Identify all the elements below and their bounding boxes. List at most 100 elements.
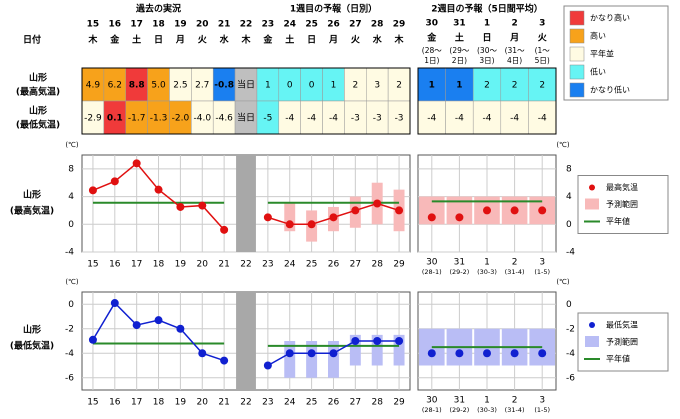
cell-text: -4	[483, 114, 492, 124]
weekday: 月	[509, 33, 519, 44]
day: 23	[262, 20, 275, 30]
weekday: 金	[109, 34, 120, 46]
cell-text: -4	[427, 114, 436, 124]
x-tick-label: 20	[197, 260, 209, 270]
row-label: 山形	[29, 105, 47, 117]
x-tick-label: 31	[454, 396, 465, 406]
legend-label: 低い	[590, 67, 606, 77]
point	[263, 213, 272, 222]
cell-text: 2	[352, 81, 358, 91]
x-tick-label: 29	[393, 260, 405, 270]
x-sub-label: (31-4)	[505, 406, 525, 414]
point	[483, 349, 491, 358]
cell-text: -2.0	[172, 114, 190, 124]
range-label: (1〜	[535, 46, 551, 55]
x-tick-label: 27	[350, 398, 361, 408]
cell-text: 8.8	[129, 81, 145, 91]
day: 16	[109, 20, 122, 30]
range-bar	[306, 341, 318, 378]
row-label: 山形	[29, 72, 47, 84]
point	[373, 337, 382, 345]
point	[510, 349, 519, 358]
legend-swatch	[569, 82, 585, 98]
weekday: 水	[373, 34, 383, 46]
chart-label: 山形	[23, 324, 41, 336]
legend-marker	[589, 322, 595, 328]
legend-label: 平年並	[590, 49, 614, 59]
weekday: 火	[351, 35, 361, 46]
legend-marker	[585, 198, 599, 210]
cell	[417, 100, 446, 135]
point	[538, 349, 547, 358]
cell-text: -4	[329, 114, 338, 124]
range-bar	[393, 334, 405, 366]
table-border	[81, 67, 411, 135]
cell-text: 2	[396, 81, 402, 91]
x-tick-label: 18	[153, 398, 165, 408]
point	[329, 349, 338, 358]
weekday: 木	[394, 34, 405, 46]
cell-text: -4	[455, 114, 464, 124]
table-border	[417, 67, 557, 135]
point	[510, 206, 519, 215]
day: 17	[130, 20, 143, 30]
x-sub-label: (29-2)	[449, 406, 469, 414]
day: 21	[218, 20, 231, 30]
legend-label: 高い	[590, 31, 606, 41]
weekday: 木	[240, 34, 251, 46]
x-tick-label: 20	[197, 398, 209, 408]
day: 18	[152, 20, 165, 30]
weekday: 日	[307, 35, 316, 46]
point	[198, 201, 207, 210]
cell-text: 1	[265, 81, 271, 91]
legend-marker	[585, 336, 599, 347]
y-tick-label: 4	[68, 192, 74, 202]
x-tick-label: 22	[240, 260, 251, 270]
point	[132, 321, 141, 330]
legend-swatch	[569, 64, 585, 80]
day: 20	[196, 20, 209, 30]
x-tick-label: 17	[131, 260, 142, 270]
point	[198, 349, 207, 358]
point	[351, 206, 360, 215]
point	[263, 361, 272, 370]
y-tick-label: 4	[566, 192, 572, 202]
range-bar	[349, 334, 361, 366]
weekday: 火	[538, 33, 548, 44]
legend-label: 予測範囲	[606, 337, 638, 347]
cell	[445, 67, 474, 102]
x-tick-label: 29	[393, 398, 405, 408]
point	[455, 349, 464, 358]
weekday: 木	[87, 34, 98, 46]
range-bar	[284, 341, 296, 378]
day: 30	[426, 19, 439, 29]
cell-text: -3	[395, 114, 404, 124]
x-tick-label: 28	[371, 398, 383, 408]
weekday: 火	[198, 35, 208, 46]
y-tick-label: -2	[65, 324, 74, 334]
legend-swatch	[569, 46, 585, 62]
header: 1週目の予報（日別）	[290, 3, 377, 15]
cell-text: 当日	[237, 79, 255, 91]
range-label: (29〜	[449, 46, 469, 55]
y-tick-label: -4	[566, 248, 575, 258]
range-label: 2日)	[452, 56, 467, 65]
point	[455, 213, 464, 222]
x-tick-label: 2	[512, 258, 518, 268]
y-tick-label: -2	[566, 324, 575, 334]
point	[88, 186, 97, 195]
x-tick-label: 24	[284, 260, 296, 270]
weekday: 金	[262, 34, 273, 46]
cell-text: 6.2	[108, 81, 122, 91]
y-tick-label: 0	[68, 220, 74, 230]
legend-label: 最高気温	[606, 182, 638, 192]
cell-text: -2.9	[84, 114, 102, 124]
cell-text: 5.0	[151, 81, 166, 91]
day: 1	[484, 19, 490, 29]
range-label: 3日)	[479, 56, 494, 65]
day: 29	[393, 20, 406, 30]
cell	[417, 67, 446, 102]
cell-text: -0.8	[214, 81, 234, 91]
legend-swatch	[569, 28, 585, 44]
unit: (℃)	[65, 278, 79, 286]
